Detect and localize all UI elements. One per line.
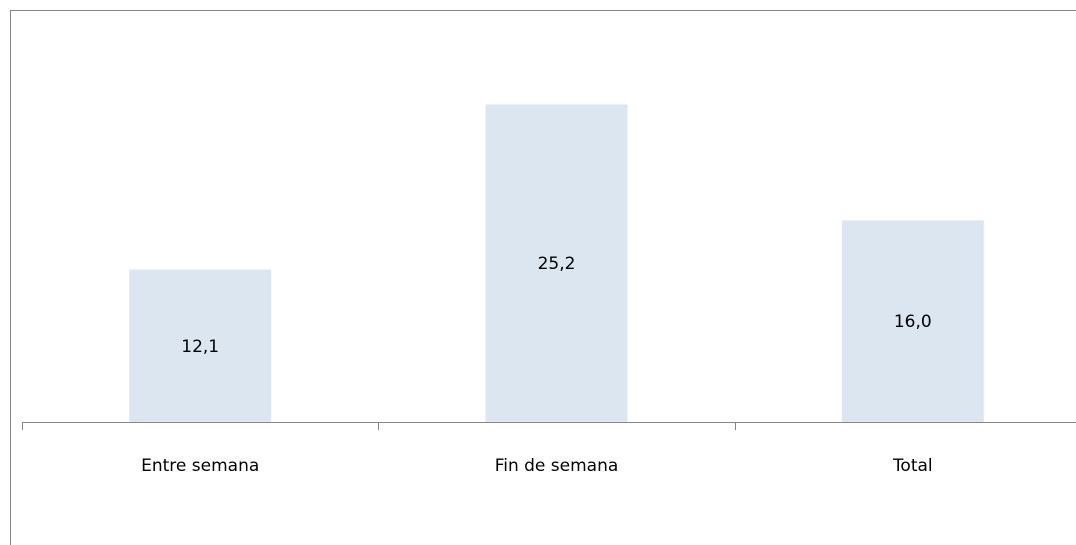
bars [129, 104, 984, 422]
data-label-2: 25,2 [538, 254, 576, 274]
category-label-1: Entre semana [141, 456, 259, 476]
category-labels: Entre semana Fin de semana Total [141, 456, 933, 476]
category-label-3: Total [892, 456, 933, 476]
x-axis [22, 422, 1076, 430]
data-label-3: 16,0 [894, 312, 932, 332]
data-labels: 12,1 25,2 16,0 [181, 254, 931, 357]
category-label-2: Fin de semana [495, 456, 619, 476]
data-label-1: 12,1 [181, 337, 219, 357]
bar-2 [485, 104, 628, 422]
bar-1 [129, 269, 272, 422]
bar-3 [841, 220, 984, 422]
